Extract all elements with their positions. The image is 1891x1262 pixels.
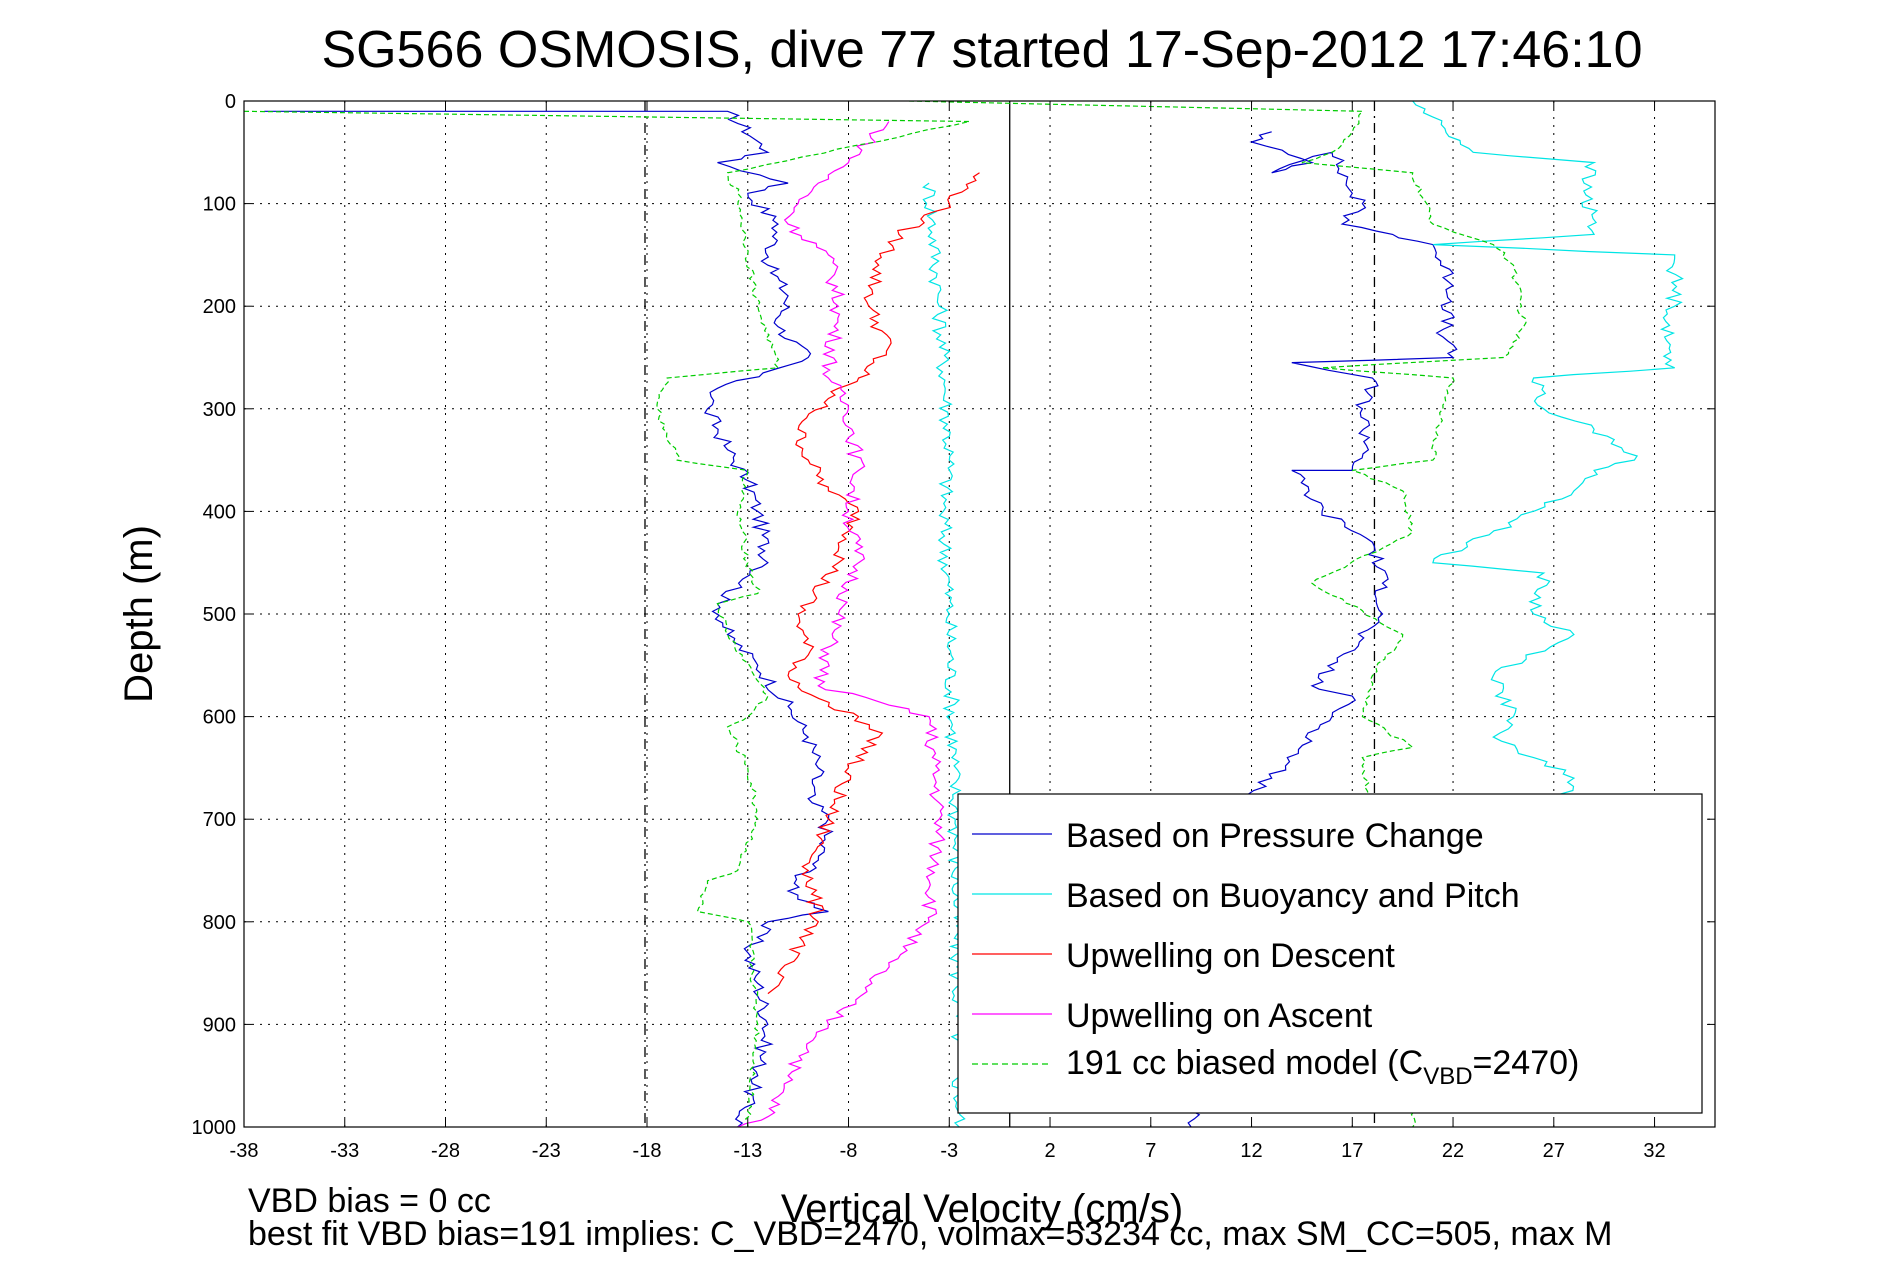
footnote-vbd-bias: VBD bias = 0 cc	[248, 1182, 491, 1220]
x-tick-label: -18	[633, 1140, 662, 1162]
legend-label-ascent: Upwelling on Ascent	[1066, 997, 1373, 1035]
y-axis-ticks: 0 100 200 300 400 500 600 700 800 900 1000	[192, 91, 1715, 1139]
y-axis-label: Depth (m)	[117, 525, 161, 703]
legend-label-buoyancy: Based on Buoyancy and Pitch	[1066, 877, 1520, 915]
legend: Based on Pressure Change Based on Buoyan…	[957, 793, 1703, 1114]
y-tick-label: 500	[203, 604, 236, 626]
chart-title: SG566 OSMOSIS, dive 77 started 17-Sep-20…	[321, 21, 1642, 79]
legend-box	[957, 793, 1703, 1114]
series-line	[737, 121, 946, 1127]
series-line	[1412, 101, 1684, 820]
legend-label-pressure: Based on Pressure Change	[1066, 817, 1484, 855]
x-tick-label: 32	[1643, 1140, 1665, 1162]
x-tick-label: -8	[840, 1140, 858, 1162]
x-axis-ticks: -38 -33 -28 -23 -18 -13 -8 -3 2 7 12 17 22 27 32	[230, 101, 1666, 1162]
x-tick-label: 17	[1341, 1140, 1363, 1162]
y-tick-label: 1000	[192, 1117, 237, 1139]
x-tick-label: 2	[1044, 1140, 1055, 1162]
x-tick-label: -28	[431, 1140, 460, 1162]
series-line	[264, 110, 834, 1127]
legend-label-model-suffix: =2470)	[1473, 1044, 1580, 1082]
x-tick-label: -38	[230, 1140, 259, 1162]
footnote-best-fit: best fit VBD bias=191 implies: C_VBD=247…	[248, 1215, 1612, 1253]
y-tick-label: 400	[203, 501, 236, 523]
x-tick-label: -3	[940, 1140, 958, 1162]
y-tick-label: 900	[203, 1014, 236, 1036]
x-tick-label: 27	[1543, 1140, 1565, 1162]
x-tick-label: 12	[1240, 1140, 1262, 1162]
x-axis-label: Vertical Velocity (cm/s)	[781, 1187, 1183, 1231]
series-line	[244, 110, 970, 1127]
y-tick-label: 0	[225, 91, 236, 113]
x-tick-label: -13	[733, 1140, 762, 1162]
legend-label-model: 191 cc biased model (CVBD=2470)	[1066, 1044, 1579, 1090]
y-tick-label: 800	[203, 912, 236, 934]
x-tick-label: -23	[532, 1140, 561, 1162]
x-tick-label: -33	[330, 1140, 359, 1162]
legend-label-model-subscript: VBD	[1423, 1063, 1472, 1090]
series-line	[767, 172, 980, 995]
y-tick-label: 300	[203, 399, 236, 421]
y-tick-label: 700	[203, 809, 236, 831]
legend-label-descent: Upwelling on Descent	[1066, 937, 1395, 975]
legend-label-model-main: 191 cc biased model (C	[1066, 1044, 1423, 1082]
y-tick-label: 100	[203, 194, 236, 216]
y-tick-label: 200	[203, 296, 236, 318]
x-tick-label: 22	[1442, 1140, 1464, 1162]
y-tick-label: 600	[203, 707, 236, 729]
x-tick-label: 7	[1145, 1140, 1156, 1162]
